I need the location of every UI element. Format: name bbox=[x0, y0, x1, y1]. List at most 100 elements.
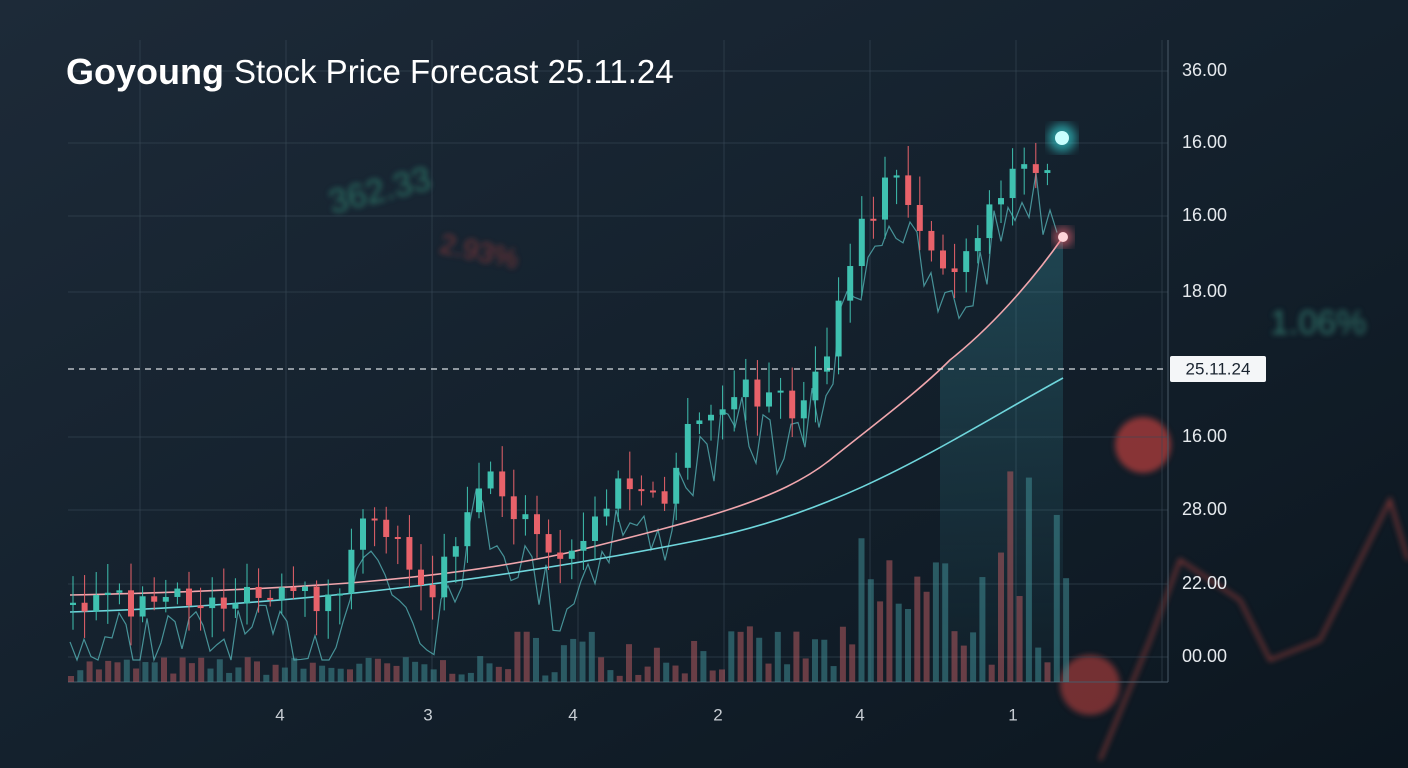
volume-bar bbox=[495, 666, 502, 682]
volume-bar bbox=[570, 638, 577, 682]
candle-body bbox=[197, 605, 204, 609]
y-tick-label: 16.00 bbox=[1182, 426, 1227, 446]
volume-bar bbox=[784, 664, 791, 682]
candle-body bbox=[789, 390, 796, 419]
volume-bar bbox=[588, 631, 595, 682]
volume-bar bbox=[235, 667, 242, 682]
volume-bar bbox=[886, 560, 893, 682]
candle-body bbox=[394, 537, 401, 540]
candle-body bbox=[580, 540, 587, 551]
candle-body bbox=[893, 175, 900, 178]
candle-body bbox=[766, 392, 772, 407]
volume-bar bbox=[951, 631, 958, 682]
current-marker: 25.11.24 bbox=[1186, 359, 1251, 378]
volume-bar bbox=[1044, 662, 1051, 682]
candle-body bbox=[302, 586, 308, 592]
volume-bar bbox=[774, 631, 781, 682]
candle-body bbox=[812, 371, 819, 401]
volume-bar bbox=[505, 669, 512, 682]
volume-bar bbox=[272, 664, 279, 682]
volume-bar bbox=[998, 552, 1004, 682]
volume-bar bbox=[123, 659, 130, 682]
volume-bar bbox=[598, 657, 605, 682]
volume-bar bbox=[681, 673, 688, 682]
volume-bar bbox=[765, 663, 772, 682]
volume-bar bbox=[1063, 578, 1070, 682]
volume-bar bbox=[663, 662, 670, 682]
volume-bar bbox=[523, 631, 530, 682]
volume-bar bbox=[737, 631, 744, 682]
candle-body bbox=[348, 549, 355, 594]
decor-dot bbox=[1115, 417, 1171, 473]
volume-bar bbox=[188, 663, 195, 682]
volume-bar bbox=[709, 670, 716, 682]
volume-bar bbox=[579, 641, 586, 682]
candle-body bbox=[615, 478, 622, 509]
candle-body bbox=[545, 534, 552, 553]
volume-bar bbox=[858, 538, 865, 682]
candle-body bbox=[638, 489, 645, 492]
volume-bar bbox=[384, 663, 391, 682]
candle-body bbox=[232, 603, 239, 609]
forecast-line bbox=[69, 236, 1064, 596]
x-tick-label: 4 bbox=[568, 705, 577, 724]
volume-bar bbox=[244, 657, 251, 682]
candle-body bbox=[162, 596, 169, 602]
candle-body bbox=[360, 518, 366, 550]
average-line bbox=[69, 377, 1064, 613]
volume-bar bbox=[281, 667, 288, 682]
candle-body bbox=[418, 569, 424, 586]
candle-body bbox=[800, 400, 807, 419]
candle-body bbox=[882, 177, 888, 220]
candle-body bbox=[267, 597, 274, 600]
candle-body bbox=[534, 514, 540, 535]
volume-bar bbox=[161, 657, 167, 682]
candle-body bbox=[963, 251, 970, 273]
volume-bar bbox=[440, 660, 446, 682]
volume-bar bbox=[319, 665, 326, 682]
candle-body bbox=[986, 204, 993, 239]
volume-bar bbox=[988, 664, 995, 682]
volume-bar bbox=[691, 640, 698, 682]
candle-body bbox=[186, 588, 192, 606]
candle-body bbox=[1032, 164, 1039, 173]
volume-bar bbox=[421, 664, 428, 682]
volume-bar bbox=[142, 662, 149, 682]
volume-bar bbox=[560, 645, 567, 682]
volume-bar bbox=[635, 674, 642, 682]
candle-body bbox=[847, 266, 854, 301]
candle-body bbox=[499, 471, 506, 497]
x-tick-label: 4 bbox=[275, 705, 284, 724]
volume-bar bbox=[198, 657, 205, 682]
volume-bar bbox=[179, 657, 186, 682]
volume-bar bbox=[1016, 596, 1023, 682]
volume-bar bbox=[1007, 471, 1014, 682]
volume-bar bbox=[207, 668, 214, 682]
candle-body bbox=[313, 586, 320, 612]
plot bbox=[68, 124, 1076, 682]
x-tick-label: 4 bbox=[855, 705, 864, 724]
candle-body bbox=[824, 356, 830, 372]
forecast-dot bbox=[1058, 232, 1068, 242]
volume-bar bbox=[839, 626, 846, 682]
x-tick-label: 1 bbox=[1008, 705, 1017, 724]
volume-bar bbox=[68, 675, 74, 682]
volume-bar bbox=[95, 669, 102, 682]
decor-dot bbox=[1060, 655, 1120, 715]
volume-bar bbox=[672, 665, 679, 682]
candle-body bbox=[487, 471, 494, 489]
volume-bar bbox=[467, 672, 474, 682]
volume-bar bbox=[226, 672, 233, 682]
volume-bar bbox=[1053, 514, 1060, 682]
candle-body bbox=[719, 409, 726, 415]
volume-bar bbox=[133, 668, 140, 682]
candle-body bbox=[278, 587, 285, 600]
candle-body bbox=[661, 491, 668, 504]
candle-body bbox=[104, 592, 111, 596]
forecast-area bbox=[940, 237, 1063, 682]
volume-bar bbox=[412, 661, 419, 682]
title-rest: Stock Price Forecast 25.11.24 bbox=[234, 53, 674, 90]
volume-bar bbox=[616, 675, 623, 682]
volume-bar bbox=[309, 662, 316, 682]
